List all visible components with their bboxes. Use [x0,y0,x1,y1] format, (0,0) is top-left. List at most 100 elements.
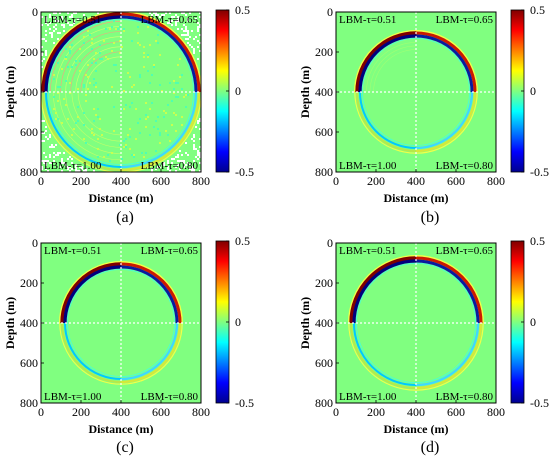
label-bottom-left: LBM-τ=1.00 [44,391,102,403]
y-tick-label: 600 [315,356,333,370]
x-axis-label: Distance (m) [384,191,449,205]
x-axis-label: Distance (m) [89,191,154,205]
dispersion-arc [65,91,122,148]
dispersion-arc [369,45,417,93]
label-bottom-right: LBM-τ=0.80 [436,160,494,172]
x-tick-label: 600 [447,174,465,188]
wavefront-quadrant-3 [348,322,417,391]
colorbar-tick-label: 0 [530,315,536,329]
x-tick-label: 0 [333,174,339,188]
x-axis-label: Distance (m) [89,422,154,436]
wavefront-quadrant-1 [41,12,122,93]
x-tick-label: 200 [367,174,385,188]
colorbar-tick-label: 0 [235,84,241,98]
label-top-right: LBM-τ=0.65 [436,14,494,26]
y-tick-label: 600 [20,125,38,139]
dispersion-arc [52,91,122,161]
x-tick-label: 200 [367,405,385,419]
y-tick-label: 600 [20,356,38,370]
label-top-left: LBM-τ=0.51 [339,245,396,257]
wavefront-quadrant-4 [415,91,478,154]
colorbar-tick-label: -0.5 [530,165,549,179]
y-tick-label: 200 [315,276,333,290]
y-tick-label: 200 [20,276,38,290]
x-tick-label: 400 [407,174,425,188]
colorbar-tick-label: 0.5 [235,234,250,248]
wavefield [354,30,478,154]
x-tick-label: 400 [112,174,130,188]
x-tick-label: 600 [152,174,170,188]
wavefront-quadrant-1 [59,261,122,324]
colorbar-tick-label: 0 [530,84,536,98]
y-tick-label: 800 [20,165,38,179]
dispersion-arc [77,91,122,136]
y-tick-label: 800 [315,396,333,410]
label-top-right: LBM-τ=0.65 [141,14,199,26]
y-tick-label: 0 [32,5,38,19]
wavefront-quadrant-2 [415,30,478,93]
dispersion-arc [366,42,417,93]
y-tick-label: 400 [20,85,38,99]
wavefront-quadrant-4 [120,91,201,172]
label-bottom-left: LBM-τ=1.00 [339,160,397,172]
x-tick-label: 200 [72,405,90,419]
dispersion-arc [55,26,122,93]
x-tick-label: 0 [38,405,44,419]
panel-4: LBM-τ=0.51 LBM-τ=0.65 LBM-τ=1.00 LBM-τ=0.80… [298,234,549,456]
wavefield [348,255,484,391]
colorbar-tick-label: 0.5 [530,234,545,248]
y-tick-label: 200 [20,45,38,59]
dispersion-arc [373,49,417,93]
panel-2: LBM-τ=0.51 LBM-τ=0.65 LBM-τ=1.00 LBM-τ=0.80… [298,3,549,226]
dispersion-arc [50,21,122,93]
wavefront-quadrant-2 [120,261,183,324]
colorbar-tick-label: 0.5 [235,3,250,17]
x-tick-label: 400 [112,405,130,419]
label-bottom-right: LBM-τ=0.80 [141,160,199,172]
label-bottom-right: LBM-τ=0.80 [141,391,199,403]
label-top-left: LBM-τ=0.51 [339,14,396,26]
dispersion-arc [75,46,122,93]
panel-label: (b) [421,209,440,226]
dispersion-arc [70,41,122,93]
colorbar-tick-label: -0.5 [235,396,254,410]
y-tick-label: 800 [20,396,38,410]
y-tick-label: 0 [327,236,333,250]
label-bottom-left: LBM-τ=1.00 [339,391,397,403]
label-top-right: LBM-τ=0.65 [141,245,199,257]
wavefront-quadrant-4 [415,322,484,391]
x-tick-label: 0 [333,405,339,419]
x-tick-label: 800 [487,405,505,419]
label-top-right: LBM-τ=0.65 [436,245,494,257]
y-axis-label: Depth (m) [298,297,312,349]
y-tick-label: 200 [315,45,333,59]
colorbar-tick-label: 0 [235,315,241,329]
x-tick-label: 800 [487,174,505,188]
noise-speckle [41,12,201,172]
label-top-left: LBM-τ=0.51 [44,14,101,26]
y-tick-label: 0 [32,236,38,250]
wavefront-quadrant-2 [415,255,484,324]
x-axis-label: Distance (m) [384,422,449,436]
y-axis-label: Depth (m) [3,297,17,349]
y-tick-label: 800 [315,165,333,179]
x-tick-label: 600 [447,405,465,419]
y-axis-label: Depth (m) [3,66,17,118]
colorbar-tick-label: -0.5 [235,165,254,179]
wavefront-quadrant-3 [354,91,417,154]
y-tick-label: 600 [315,125,333,139]
colorbar-tick-label: 0.5 [530,3,545,17]
dispersion-arc [59,91,122,154]
y-tick-label: 0 [327,5,333,19]
wavefront-quadrant-1 [348,255,417,324]
panel-1: LBM-τ=0.51 LBM-τ=0.65 LBM-τ=1.00 LBM-τ=0.80… [3,3,254,226]
x-tick-label: 400 [407,405,425,419]
x-tick-label: 800 [192,405,210,419]
panel-label: (a) [116,209,134,226]
label-top-left: LBM-τ=0.51 [44,245,101,257]
x-tick-label: 0 [38,174,44,188]
panel-label: (c) [116,439,134,456]
colorbar-tick-label: -0.5 [530,396,549,410]
x-tick-label: 600 [152,405,170,419]
y-tick-label: 400 [20,316,38,330]
